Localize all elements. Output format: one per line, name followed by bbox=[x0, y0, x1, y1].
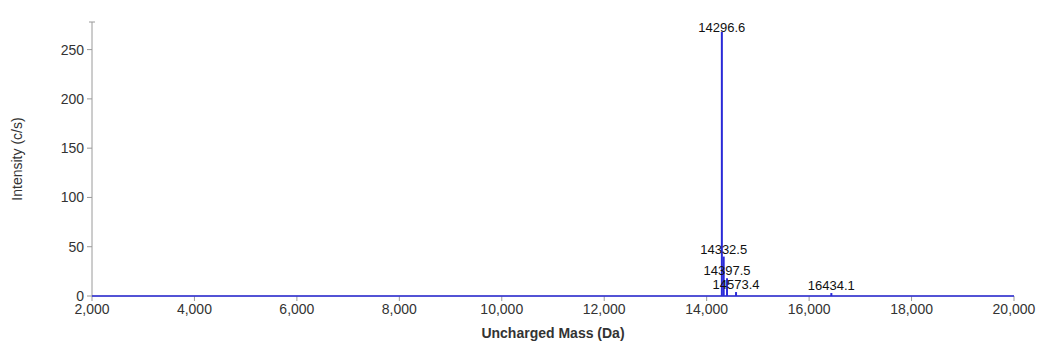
peak-label: 14397.5 bbox=[704, 263, 751, 278]
x-tick-label: 20,000 bbox=[993, 301, 1036, 317]
x-tick-label: 8,000 bbox=[382, 301, 417, 317]
peak-label: 14296.6 bbox=[698, 20, 745, 35]
plot-area bbox=[92, 32, 1014, 296]
x-tick-label: 12,000 bbox=[583, 301, 626, 317]
x-tick-label: 14,000 bbox=[685, 301, 728, 317]
y-axis bbox=[92, 22, 93, 296]
y-tick bbox=[87, 98, 92, 99]
peak-label: 16434.1 bbox=[808, 278, 855, 293]
y-tick bbox=[87, 197, 92, 198]
x-axis bbox=[92, 296, 1014, 297]
x-tick-label: 18,000 bbox=[890, 301, 933, 317]
y-axis-cap bbox=[89, 22, 95, 23]
y-tick bbox=[87, 148, 92, 149]
peak-label: 14332.5 bbox=[700, 242, 747, 257]
x-axis-title: Uncharged Mass (Da) bbox=[481, 325, 624, 341]
y-tick-label: 200 bbox=[61, 91, 85, 107]
y-tick-label: 150 bbox=[61, 140, 85, 156]
y-tick bbox=[87, 246, 92, 247]
y-tick bbox=[87, 49, 92, 50]
peak-label: 14573.4 bbox=[713, 277, 760, 292]
x-tick-label: 16,000 bbox=[788, 301, 831, 317]
y-tick-label: 250 bbox=[61, 42, 85, 58]
y-axis-title: Intensity (c/s) bbox=[9, 117, 25, 200]
x-tick-label: 10,000 bbox=[480, 301, 523, 317]
chart: 0501001502002502,0004,0006,0008,00010,00… bbox=[0, 0, 1047, 355]
peak bbox=[735, 292, 737, 296]
x-tick-label: 4,000 bbox=[177, 301, 212, 317]
y-tick-label: 50 bbox=[68, 239, 84, 255]
y-tick bbox=[87, 296, 92, 297]
chart-container: 0501001502002502,0004,0006,0008,00010,00… bbox=[0, 0, 1047, 355]
x-tick-label: 6,000 bbox=[279, 301, 314, 317]
x-tick-label: 2,000 bbox=[74, 301, 109, 317]
y-tick-label: 100 bbox=[61, 189, 85, 205]
spectrum-baseline bbox=[92, 295, 1014, 297]
peak bbox=[830, 293, 832, 296]
